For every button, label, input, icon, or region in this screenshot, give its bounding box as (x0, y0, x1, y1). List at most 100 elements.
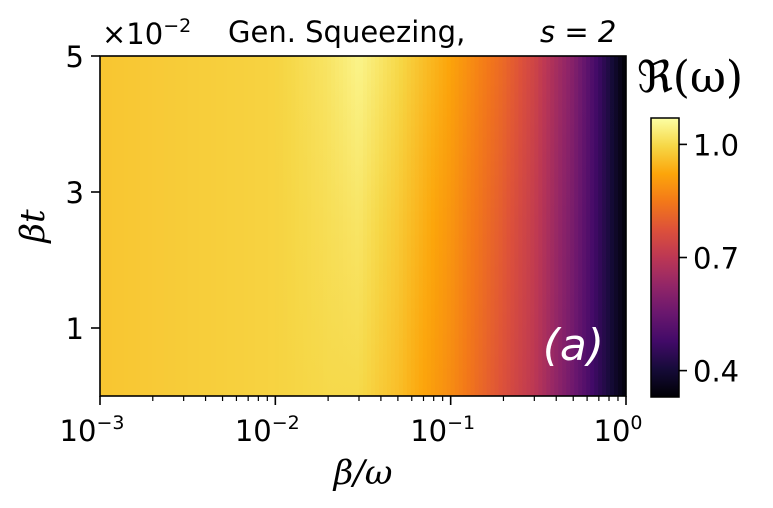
heatmap-strip (594, 56, 599, 396)
heatmap-strip (335, 56, 340, 396)
heatmap-strip (291, 56, 296, 396)
heatmap-strip (239, 56, 245, 396)
colorbar-tick-label: 0.7 (693, 242, 739, 276)
heatmap-strip (482, 56, 488, 396)
heatmap-strip (578, 56, 583, 396)
heatmap-field (100, 56, 626, 396)
heatmap-strip (351, 56, 356, 396)
colorbar-label: ℜ(ω) (637, 52, 743, 103)
y-tick-label: 3 (66, 176, 84, 210)
heatmap-strip (207, 56, 213, 396)
heatmap-strip (235, 56, 241, 396)
heatmap-strip (478, 56, 484, 396)
heatmap-strip (614, 56, 619, 396)
heatmap-strip (151, 56, 157, 396)
heatmap-strip (370, 56, 376, 396)
heatmap-strip (430, 56, 436, 396)
heatmap-strip (227, 56, 233, 396)
heatmap-strip (303, 56, 308, 396)
heatmap-strip (155, 56, 161, 396)
heatmap-strip (363, 56, 368, 396)
heatmap-strip (263, 56, 268, 396)
heatmap-strip (586, 56, 591, 396)
x-axis-label: β/ω (332, 453, 393, 493)
heatmap-strip (606, 56, 611, 396)
heatmap-strip (554, 56, 559, 396)
heatmap-strip (550, 56, 555, 396)
heatmap-strip (267, 56, 272, 396)
heatmap-strip (418, 56, 424, 396)
heatmap-strip (458, 56, 464, 396)
y-axis-multiplier: ×10−2 (102, 15, 191, 51)
heatmap-strip (359, 56, 364, 396)
heatmap-strip (211, 56, 217, 396)
heatmap-strip (514, 56, 519, 396)
heatmap-strip (466, 56, 472, 396)
heatmap-strip (175, 56, 181, 396)
heatmap-strip (582, 56, 587, 396)
heatmap-strip (542, 56, 547, 396)
heatmap-strip (275, 56, 280, 396)
x-tick-label: 10−1 (410, 412, 475, 448)
heatmap-strip (199, 56, 205, 396)
heatmap-strip (311, 56, 316, 396)
panel-tag: (a) (543, 320, 604, 371)
heatmap-strip (135, 56, 141, 396)
y-axis: 1 3 5 (66, 40, 100, 346)
heatmap-strip (414, 56, 420, 396)
heatmap-strip (366, 56, 372, 396)
heatmap-strip (231, 56, 237, 396)
colorbar-tick-label: 1.0 (693, 128, 739, 162)
heatmap-strip (167, 56, 173, 396)
heatmap-strip (243, 56, 249, 396)
heatmap-strip (434, 56, 440, 396)
heatmap-strip (602, 56, 607, 396)
heatmap-strip (307, 56, 312, 396)
heatmap-strip (394, 56, 400, 396)
heatmap-strip (163, 56, 169, 396)
heatmap-strip (195, 56, 201, 396)
heatmap-strip (203, 56, 209, 396)
heatmap-strip (100, 56, 105, 396)
heatmap-strip (438, 56, 444, 396)
heatmap-strip (618, 56, 623, 396)
heatmap-strip (522, 56, 527, 396)
heatmap-strip (558, 56, 563, 396)
heatmap-strip (454, 56, 460, 396)
heatmap-strip (518, 56, 523, 396)
heatmap-strip (570, 56, 575, 396)
heatmap-strip (103, 56, 109, 396)
heatmap-strip (382, 56, 388, 396)
heatmap-strip (159, 56, 165, 396)
heatmap-strip (315, 56, 320, 396)
heatmap-strip (299, 56, 304, 396)
heatmap-strip (139, 56, 145, 396)
x-axis: 10−3 10−2 10−1 100 (60, 396, 643, 448)
heatmap-strip (450, 56, 456, 396)
heatmap-strip (295, 56, 300, 396)
heatmap-strip (247, 56, 253, 396)
chart-title: Gen. Squeezing, (228, 15, 465, 49)
heatmap-strip (143, 56, 149, 396)
heatmap-strip (446, 56, 452, 396)
heatmap-strip (347, 56, 352, 396)
heatmap-strip (442, 56, 448, 396)
heatmap-strip (490, 56, 496, 396)
heatmap-strip (187, 56, 193, 396)
heatmap-strip (179, 56, 185, 396)
heatmap-strip (191, 56, 197, 396)
heatmap-strip (574, 56, 579, 396)
heatmap-strip (426, 56, 432, 396)
heatmap-strip (374, 56, 380, 396)
heatmap-strip (119, 56, 125, 396)
heatmap-strip (498, 56, 504, 396)
heatmap-strip (251, 56, 256, 396)
colorbar (650, 117, 680, 398)
y-tick-label: 5 (66, 40, 84, 74)
heatmap-strip (462, 56, 468, 396)
heatmap-strip (390, 56, 396, 396)
heatmap-strip (127, 56, 133, 396)
heatmap-strip (323, 56, 328, 396)
heatmap-strip (131, 56, 137, 396)
heatmap-strip (271, 56, 276, 396)
